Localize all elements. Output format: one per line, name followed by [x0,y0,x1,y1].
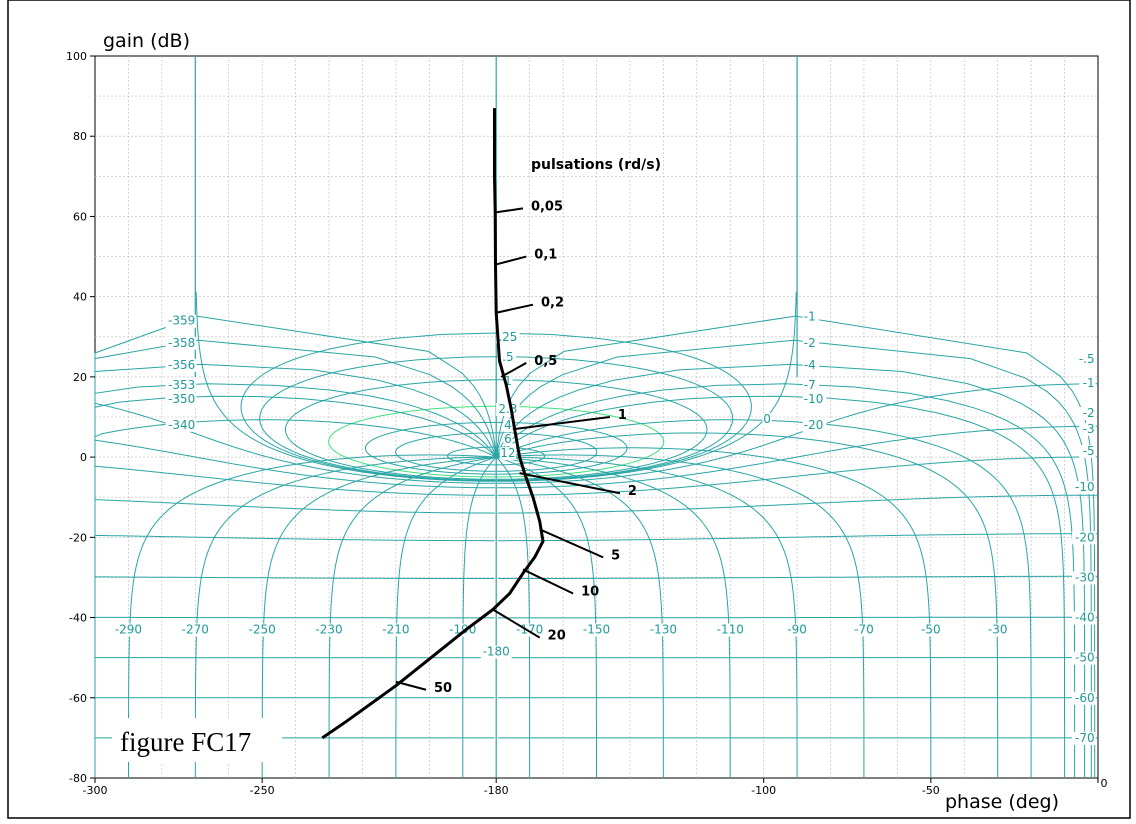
frequency-label: 50 [434,681,452,696]
contour-label-far-right: -3 [1083,422,1095,436]
frequency-label: 0,1 [534,248,557,263]
y-tick-label: -60 [69,692,87,705]
y-tick-label: -40 [69,612,87,625]
contour-label-far-right: -30 [1075,570,1095,584]
y-tick-label: 20 [73,371,87,384]
contour-label-far-right: -50 [1075,651,1095,665]
contour-label-far-right: -2 [1083,406,1095,420]
contour-label-phase-bottom: -110 [717,623,744,637]
contour-label-phase-bottom: -130 [650,623,677,637]
contour-label-phase-left: -359 [168,314,195,328]
x-axis-label: phase (deg) [945,791,1059,813]
contour-label-phase-right: -7 [804,378,816,392]
contour-label-phase-bottom: -250 [249,623,276,637]
frequency-label: 20 [548,629,566,644]
y-tick-label: 100 [66,50,87,63]
contour-label-phase-bottom: -50 [921,623,941,637]
contour-label-phase-right: -2 [804,336,816,350]
y-tick-label: -20 [69,531,87,544]
annotation-title: pulsations (rd/s) [531,157,661,173]
contour-label-phase-bottom: -150 [583,623,610,637]
contour-label-magnitude: 6 [504,432,512,446]
contour-label-magnitude: .5 [502,350,513,364]
x-tick-label: -50 [922,784,940,797]
contour-label-phase-bottom: -210 [382,623,409,637]
contour-label-magnitude: 0 [763,412,771,426]
y-tick-label: 40 [73,291,87,304]
contour-label-magnitude: .25 [498,330,517,344]
x-tick-label: -250 [250,784,275,797]
y-tick-label: 80 [73,130,87,143]
frequency-label: 0,5 [534,354,557,369]
contour-label-phase-left: -356 [168,358,195,372]
contour-label-far-right: -1 [1083,376,1095,390]
contour-label-phase-left: -350 [168,392,195,406]
contour-label-far-right: -70 [1075,731,1095,745]
figure-label: figure FC17 [120,727,251,757]
contour-label-far-right: -.5 [1079,352,1095,366]
contour-label-phase-bottom: -270 [182,623,209,637]
contour-label-phase-left: -358 [168,336,195,350]
frequency-label: 10 [581,584,599,599]
x-tick-label: -100 [751,784,776,797]
contour-label-magnitude: 4 [504,418,512,432]
contour-label-phase-bottom: -90 [787,623,807,637]
y-tick-label: 0 [80,451,87,464]
contour-label-far-right: -40 [1075,611,1095,625]
contour-label-phase-bottom: -180 [483,645,510,659]
contour-label-far-right: -10 [1075,480,1095,494]
contour-label-far-right: -60 [1075,691,1095,705]
contour-label-phase-left: -340 [168,418,195,432]
x-tick-label: 0 [1101,777,1108,790]
contour-label-phase-bottom: -170 [516,623,543,637]
x-tick-label: -300 [83,784,108,797]
contour-label-phase-right: -4 [804,358,816,372]
contour-label-phase-bottom: -290 [115,623,142,637]
contour-label-phase-left: -353 [168,378,195,392]
contour-label-phase-right: -1 [804,310,816,324]
frequency-label: 2 [628,484,637,499]
y-tick-label: 60 [73,210,87,223]
frequency-label: 0,2 [541,296,564,311]
contour-label-phase-bottom: -70 [854,623,874,637]
contour-label-phase-bottom: -230 [315,623,342,637]
y-axis-label: gain (dB) [103,30,190,52]
contour-label-magnitude: 2.3 [498,402,517,416]
contour-label-far-right: -20 [1075,530,1095,544]
frequency-label: 5 [611,548,620,563]
contour-label-magnitude: 12 [500,446,515,460]
contour-label-far-right: -5 [1083,444,1095,458]
frequency-label: 1 [618,408,627,423]
contour-label-phase-right: -20 [804,418,824,432]
contour-label-phase-right: -10 [804,392,824,406]
x-tick-label: -180 [484,784,509,797]
contour-label-phase-bottom: -30 [988,623,1008,637]
frequency-label: 0,05 [531,199,563,214]
